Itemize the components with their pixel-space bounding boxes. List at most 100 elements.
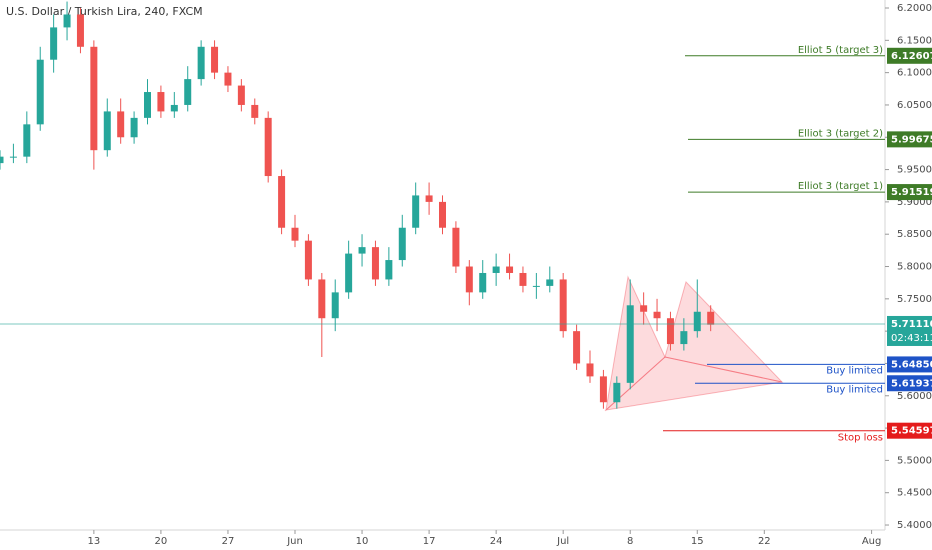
candle-body (50, 27, 58, 60)
level-box (887, 47, 932, 64)
candle-body (144, 92, 151, 118)
candle-body (278, 176, 286, 228)
current-price-box (887, 315, 932, 346)
level-value: 5.99675 (891, 134, 932, 145)
candle-body (304, 240, 312, 280)
x-tick-label: 27 (222, 536, 235, 547)
level-name: Stop loss (838, 433, 883, 444)
candle-body (653, 311, 661, 319)
candle-body (36, 59, 44, 125)
y-tick-label: 5.45000 (897, 488, 932, 499)
x-tick-label: Aug (862, 536, 882, 547)
candle-body (465, 266, 473, 293)
y-tick-label: 6.20000 (897, 3, 932, 14)
candle-body (331, 292, 339, 319)
candle-body (291, 227, 299, 241)
candle-body (130, 117, 138, 138)
candle-body (9, 156, 17, 158)
candle-body (170, 104, 178, 112)
candle-body (599, 376, 607, 403)
pattern-leg (604, 356, 783, 411)
pattern-leg (605, 275, 666, 412)
candle-body (626, 305, 634, 383)
candle-body (412, 195, 420, 228)
candle-body (90, 46, 98, 151)
candle-body (519, 272, 527, 286)
level-value: 5.61937 (891, 378, 932, 389)
candle-body (224, 72, 232, 86)
level-value: 6.12607 (891, 51, 932, 62)
chart-title: U.S. Dollar / Turkish Lira, 240, FXCM (6, 5, 203, 18)
level-value: 5.91519 (891, 187, 932, 198)
candle-body (385, 260, 393, 280)
level-name: Buy limited (826, 365, 883, 376)
candle-body (506, 266, 514, 273)
y-tick-label: 5.40000 (897, 520, 932, 531)
level-box (887, 375, 932, 392)
x-tick-label: 15 (691, 536, 704, 547)
level-box (887, 184, 932, 201)
level-box (887, 422, 932, 439)
y-tick-label: 5.90000 (897, 197, 932, 208)
candle-body (371, 247, 379, 280)
level-box (887, 356, 932, 373)
candle-body (398, 227, 406, 261)
y-tick-label: 6.05000 (897, 100, 932, 111)
pattern-leg (664, 281, 784, 383)
level-box (887, 131, 932, 148)
candle-body (157, 92, 165, 112)
candle-body (318, 279, 326, 319)
candle-body (251, 104, 259, 118)
y-tick-label: 5.95000 (897, 165, 932, 176)
candle-body (197, 46, 205, 80)
harmonic-pattern (604, 275, 784, 412)
level-name: Elliot 5 (target 3) (798, 45, 883, 56)
candle-body (666, 318, 674, 345)
candle-body (23, 124, 31, 157)
candle-body (479, 272, 487, 293)
x-tick-label: 13 (87, 536, 100, 547)
x-tick-label: 22 (758, 536, 771, 547)
level-value: 5.64850 (891, 359, 932, 370)
x-tick-label: Jun (286, 536, 303, 547)
x-tick-label: 10 (356, 536, 369, 547)
y-tick-label: 6.15000 (897, 35, 932, 46)
y-tick-label: 5.60000 (897, 391, 932, 402)
candle-body (264, 117, 272, 177)
countdown: 02:43:11 (891, 333, 932, 344)
candle-body (63, 14, 71, 28)
candle-body (680, 331, 688, 345)
candle-body (184, 79, 192, 105)
candle-body (546, 279, 554, 286)
x-tick-label: 20 (155, 536, 168, 547)
candle-body (76, 14, 84, 47)
candle-body (103, 111, 111, 151)
level-name: Buy limited (826, 384, 883, 395)
candle-body (211, 46, 219, 73)
candle-body (439, 201, 446, 228)
level-name: Elliot 3 (target 1) (798, 181, 883, 192)
y-tick-label: 5.85000 (897, 229, 932, 240)
level-name: Elliot 3 (target 2) (798, 128, 883, 139)
candle-body (693, 311, 701, 332)
candle-body (586, 363, 594, 377)
candle-body (117, 111, 125, 138)
x-tick-label: Jul (556, 536, 569, 547)
candle-body (532, 285, 540, 287)
candle-body (425, 195, 433, 202)
y-tick-label: 5.80000 (897, 262, 932, 273)
current-price-label: 5.71110 (891, 319, 932, 330)
candle-body (0, 156, 4, 164)
y-tick-label: 5.75000 (897, 294, 932, 305)
candle-body (358, 247, 366, 254)
candle-body (613, 382, 621, 403)
x-tick-label: 17 (423, 536, 436, 547)
level-value: 5.54597 (891, 426, 932, 437)
candle-body (452, 227, 460, 267)
candle-body (559, 279, 567, 332)
x-tick-label: 24 (490, 536, 503, 547)
candle-body (707, 311, 715, 325)
x-tick-label: 8 (627, 536, 633, 547)
candle-body (492, 266, 500, 273)
